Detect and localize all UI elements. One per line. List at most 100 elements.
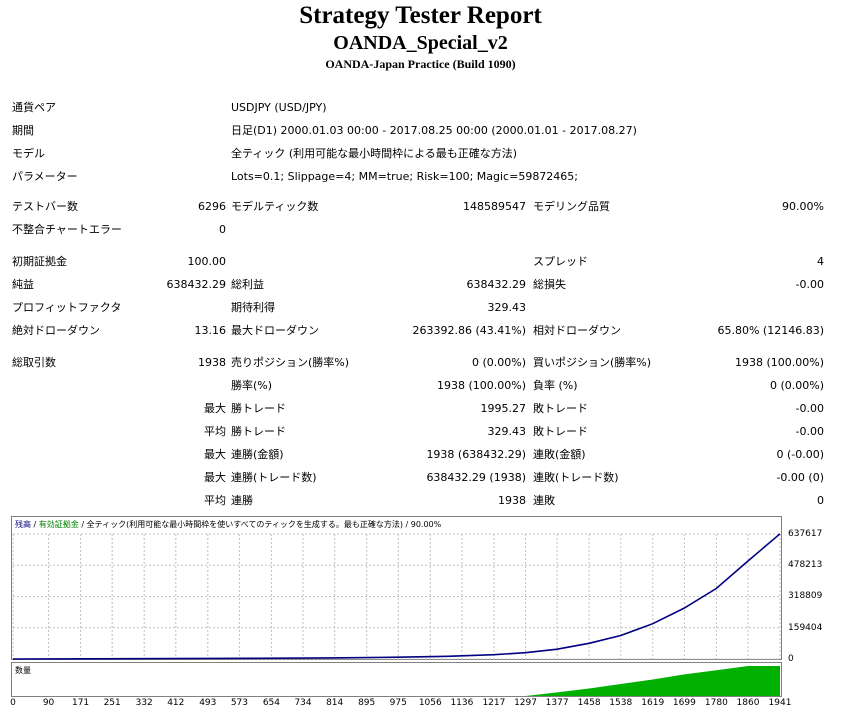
grossloss-label: 総損失 (533, 278, 566, 291)
avgconsloss-value: 0 (817, 494, 824, 507)
avgwin-label: 勝トレード (231, 425, 286, 438)
avg1-label: 平均 (204, 425, 226, 438)
spread-value: 4 (817, 255, 824, 268)
x-tick-label: 1297 (514, 698, 537, 708)
absdd-value: 13.16 (194, 324, 227, 337)
avgcons-label: 連勝 (231, 494, 253, 507)
bars-value: 6296 (198, 200, 226, 213)
quality-value: 90.00% (782, 200, 824, 213)
maxloss-label: 敗トレード (533, 402, 588, 415)
conswin-label: 連勝(金額) (231, 448, 284, 461)
avgcons-value: 1938 (498, 494, 526, 507)
reldd-label: 相対ドローダウン (533, 324, 621, 337)
consprofit-label: 連勝(トレード数) (231, 471, 317, 484)
x-tick-label: 1699 (672, 698, 696, 708)
netprofit-value: 638432.29 (166, 278, 227, 291)
expert-name: OANDA_Special_v2 (333, 32, 508, 54)
model-value: 全ティック (利用可能な最小時間枠による最も正確な方法) (231, 147, 518, 160)
x-tick-label: 1941 (768, 698, 792, 708)
x-tick-label: 1619 (641, 698, 665, 708)
consloss2-label: 連敗(トレード数) (533, 471, 619, 484)
params-label: パラメーター (12, 170, 78, 183)
consloss2-value: -0.00 (0) (776, 471, 824, 484)
ticks-label: モデルティック数 (231, 200, 319, 213)
quality-label: モデリング品質 (533, 200, 610, 213)
pf-label: プロフィットファクタ (12, 301, 122, 314)
maxwin-value: 1995.27 (480, 402, 527, 415)
x-tick-label: 1136 (450, 698, 474, 708)
avgconsloss-label: 連敗 (533, 494, 555, 507)
y-tick-label: 318809 (788, 591, 823, 602)
deposit-label: 初期証拠金 (12, 255, 67, 268)
y-tick-label: 159404 (788, 622, 823, 633)
x-tick-label: 251 (103, 698, 121, 708)
model-label: モデル (12, 147, 45, 160)
legend-balance: 残高 (15, 519, 31, 529)
max1-label: 最大 (204, 402, 226, 415)
balance-series-line (12, 533, 781, 660)
deposit-value: 100.00 (187, 255, 227, 268)
winrate-label: 勝率(%) (231, 379, 273, 392)
balance-plot-frame (11, 516, 782, 660)
broker-build: OANDA-Japan Practice (Build 1090) (325, 57, 516, 71)
y-tick-label: 478213 (788, 560, 823, 571)
avgloss-label: 敗トレード (533, 425, 588, 438)
lossrate-value: 0 (0.00%) (769, 379, 824, 392)
maxdd-label: 最大ドローダウン (231, 324, 319, 337)
total-label: 総取引数 (12, 356, 56, 369)
volume-series-area (13, 666, 780, 696)
x-tick-label: 1860 (736, 698, 760, 708)
avgloss-value: -0.00 (795, 425, 824, 438)
maxwin-label: 勝トレード (231, 402, 286, 415)
expected-label: 期待利得 (231, 301, 275, 314)
x-tick-label: 975 (389, 698, 407, 708)
reldd-value: 65.80% (12146.83) (717, 324, 824, 337)
volume-label: 数量 (15, 665, 31, 675)
consprofit-value: 638432.29 (1938) (426, 471, 526, 484)
expected-value: 329.43 (487, 301, 527, 314)
lossrate-label: 負率 (%) (533, 379, 578, 392)
consloss-label: 連敗(金額) (533, 448, 586, 461)
long-label: 買いポジション(勝率%) (533, 356, 652, 369)
x-tick-label: 412 (167, 698, 185, 708)
bars-label: テストバー数 (12, 200, 78, 213)
long-value: 1938 (100.00%) (734, 356, 824, 369)
x-tick-label: 1056 (418, 698, 442, 708)
legend-model: 全ティック(利用可能な最小時間枠を使いすべてのティックを生成する。最も正確な方法… (87, 519, 442, 529)
winrate-value: 1938 (100.00%) (436, 379, 526, 392)
mismatch-value: 0 (219, 223, 226, 236)
y-tick-label: 0 (788, 654, 794, 664)
report-title: Strategy Tester Report (299, 2, 542, 29)
netprofit-label: 純益 (12, 278, 34, 291)
chart-grid (12, 533, 781, 660)
x-tick-label: 895 (358, 698, 376, 708)
x-tick-label: 1538 (609, 698, 633, 708)
grossprofit-label: 総利益 (231, 278, 264, 291)
conswin-value: 1938 (638432.29) (426, 448, 526, 461)
absdd-label: 絶対ドローダウン (12, 324, 100, 337)
avgwin-value: 329.43 (487, 425, 527, 438)
y-tick-label: 637617 (788, 529, 823, 539)
short-value: 0 (0.00%) (471, 356, 526, 369)
pair-label: 通貨ペア (12, 101, 56, 114)
x-tick-label: 814 (326, 698, 344, 708)
period-value: 日足(D1) 2000.01.03 00:00 - 2017.08.25 00:… (231, 124, 637, 137)
x-tick-label: 573 (230, 698, 249, 708)
x-tick-label: 90 (42, 698, 55, 708)
legend-equity: 有効証拠金 (39, 519, 79, 529)
x-tick-label: 1377 (545, 698, 569, 708)
x-tick-label: 734 (294, 698, 312, 708)
maxloss-value: -0.00 (795, 402, 824, 415)
x-tick-label: 1217 (482, 698, 506, 708)
pair-value: USDJPY (USD/JPY) (231, 101, 327, 114)
params-value: Lots=0.1; Slippage=4; MM=true; Risk=100;… (231, 170, 579, 183)
max3-label: 最大 (204, 471, 226, 484)
grossloss-value: -0.00 (795, 278, 824, 291)
x-tick-label: 332 (135, 698, 153, 708)
short-label: 売りポジション(勝率%) (231, 356, 350, 369)
x-tick-label: 171 (71, 698, 90, 708)
x-tick-label: 1780 (704, 698, 728, 708)
period-label: 期間 (12, 124, 34, 137)
spread-label: スプレッド (533, 255, 588, 268)
grossprofit-value: 638432.29 (466, 278, 527, 291)
